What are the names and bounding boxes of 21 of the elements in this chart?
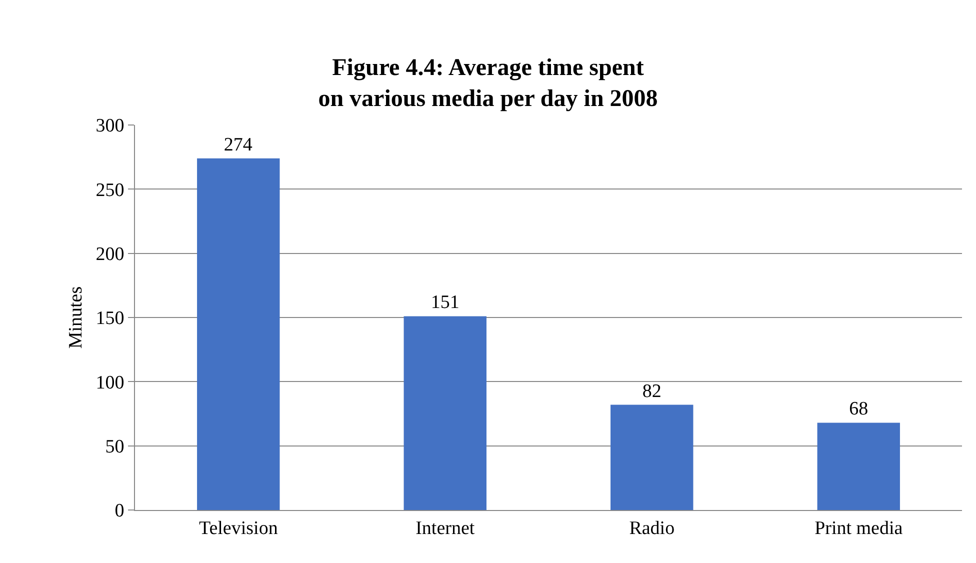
x-tick-label: Radio xyxy=(629,518,675,539)
bar xyxy=(404,316,486,510)
x-tick-label: Internet xyxy=(416,518,476,539)
data-label: 274 xyxy=(224,134,253,156)
y-axis-title: Minutes xyxy=(66,286,87,349)
y-tick-label: 150 xyxy=(96,308,124,330)
y-tick-label: 300 xyxy=(96,116,124,137)
data-label: 68 xyxy=(849,398,868,420)
y-tick-label: 100 xyxy=(96,372,124,394)
y-tick-label: 0 xyxy=(114,500,124,522)
x-tick-label: Television xyxy=(198,518,278,539)
bar xyxy=(817,422,900,510)
bar xyxy=(610,404,694,510)
y-tick-label: 200 xyxy=(96,244,124,265)
y-tick-label: 250 xyxy=(96,180,124,201)
data-label: 151 xyxy=(430,292,460,314)
bar xyxy=(197,158,280,510)
chart-title: Figure 4.4: Average time spent on various media per day in 2008 xyxy=(318,55,658,112)
y-tick-label: 50 xyxy=(105,436,124,458)
data-label: 82 xyxy=(642,380,662,402)
x-tick-label: Print media xyxy=(814,518,904,539)
